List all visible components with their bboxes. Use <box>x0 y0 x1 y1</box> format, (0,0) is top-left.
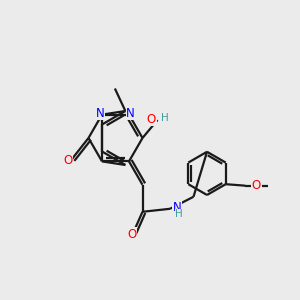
Text: O: O <box>252 179 261 192</box>
Text: O: O <box>63 154 72 167</box>
Text: O: O <box>147 113 156 126</box>
Text: N: N <box>126 106 135 120</box>
Text: H: H <box>175 209 183 219</box>
Text: H: H <box>160 112 168 123</box>
Text: N: N <box>172 201 181 214</box>
Text: O: O <box>128 228 136 241</box>
Text: N: N <box>96 106 105 120</box>
